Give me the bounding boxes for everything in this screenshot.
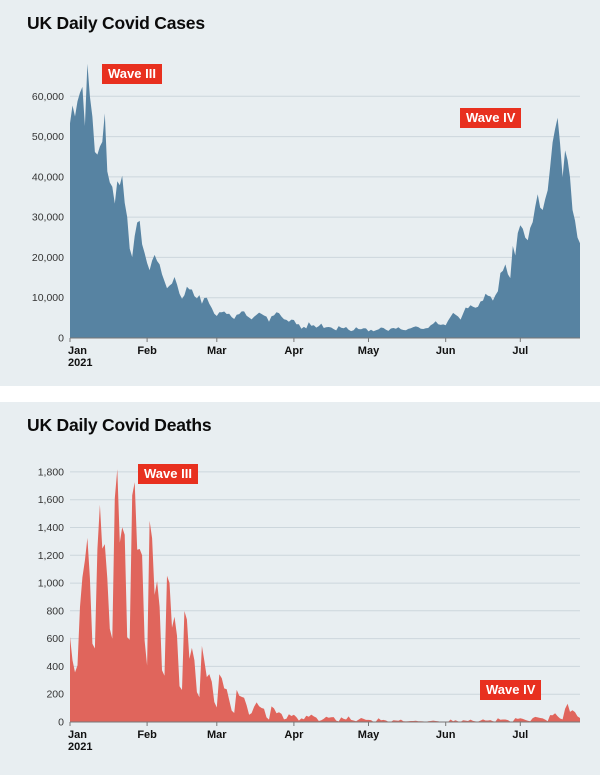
svg-text:Mar: Mar xyxy=(207,345,227,357)
cases-wave4-annotation: Wave IV xyxy=(460,108,522,128)
svg-text:Apr: Apr xyxy=(284,345,304,357)
svg-text:40,000: 40,000 xyxy=(32,171,64,183)
svg-text:400: 400 xyxy=(46,661,64,673)
svg-text:2021: 2021 xyxy=(68,357,92,369)
svg-text:30,000: 30,000 xyxy=(32,212,64,224)
svg-text:10,000: 10,000 xyxy=(32,292,64,304)
svg-text:Jan: Jan xyxy=(68,729,87,741)
svg-text:1,400: 1,400 xyxy=(38,522,64,534)
svg-text:Jul: Jul xyxy=(512,345,528,357)
svg-text:Mar: Mar xyxy=(207,729,227,741)
svg-text:Apr: Apr xyxy=(284,729,304,741)
svg-text:May: May xyxy=(358,345,380,357)
deaths-chart-title: UK Daily Covid Deaths xyxy=(27,415,212,435)
svg-text:20,000: 20,000 xyxy=(32,252,64,264)
cases-wave3-annotation: Wave III xyxy=(102,64,162,84)
cases-chart-panel: UK Daily Covid Cases 0 10,000 20,000 30,000… xyxy=(0,0,600,386)
deaths-area-chart: 0 200 400 600 800 1,000 1,200 1,400 1,600 1,800 Ja… xyxy=(38,466,580,753)
svg-text:1,800: 1,800 xyxy=(38,466,64,478)
deaths-chart-panel: UK Daily Covid Deaths 0 200 400 600 800 1,000… xyxy=(0,402,600,775)
deaths-wave3-annotation: Wave III xyxy=(138,464,198,484)
svg-text:200: 200 xyxy=(46,689,64,701)
deaths-wave4-annotation: Wave IV xyxy=(480,680,542,700)
svg-text:1,600: 1,600 xyxy=(38,494,64,506)
svg-text:Jul: Jul xyxy=(512,729,528,741)
svg-text:Jun: Jun xyxy=(436,729,456,741)
svg-text:0: 0 xyxy=(58,717,64,729)
svg-text:Jun: Jun xyxy=(436,345,456,357)
svg-text:Feb: Feb xyxy=(137,729,157,741)
cases-chart-title: UK Daily Covid Cases xyxy=(27,13,205,33)
svg-text:May: May xyxy=(358,729,380,741)
svg-text:50,000: 50,000 xyxy=(32,131,64,143)
svg-text:60,000: 60,000 xyxy=(32,91,64,103)
svg-text:0: 0 xyxy=(58,333,64,345)
svg-text:2021: 2021 xyxy=(68,741,92,753)
svg-text:600: 600 xyxy=(46,633,64,645)
cases-area-chart: 0 10,000 20,000 30,000 40,000 50,000 60,000 Jan… xyxy=(32,63,580,369)
svg-text:Feb: Feb xyxy=(137,345,157,357)
svg-text:1,200: 1,200 xyxy=(38,550,64,562)
cases-chart-area: 0 10,000 20,000 30,000 40,000 50,000 60,000 Jan… xyxy=(14,42,586,372)
svg-text:1,000: 1,000 xyxy=(38,578,64,590)
deaths-chart-area: 0 200 400 600 800 1,000 1,200 1,400 1,600 1,800 Ja… xyxy=(14,444,586,756)
svg-text:Jan: Jan xyxy=(68,345,87,357)
svg-text:800: 800 xyxy=(46,605,64,617)
